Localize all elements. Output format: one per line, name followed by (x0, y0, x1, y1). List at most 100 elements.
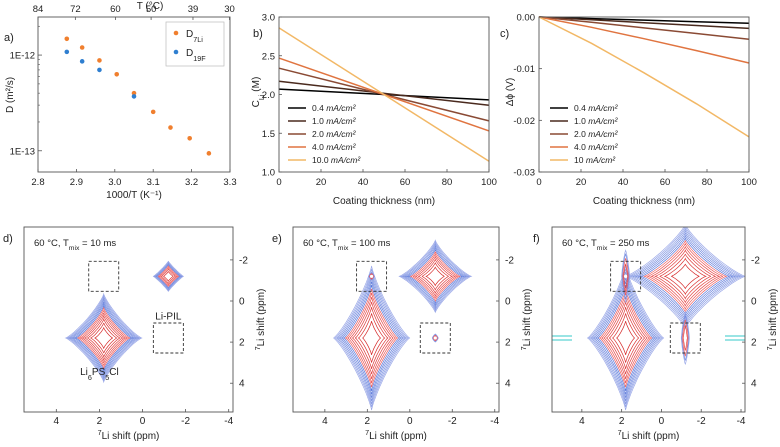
cross-peak (680, 310, 690, 366)
series-line (538, 16, 750, 40)
x-tick-label: 3.2 (185, 177, 198, 188)
x-tick-label: 0 (659, 416, 665, 427)
x-axis-label: Coating thickness (nm) (333, 196, 435, 207)
cross-peak (621, 249, 630, 304)
legend-marker (173, 30, 179, 36)
y-tick-label: 0 (505, 297, 511, 308)
diagonal-peak (399, 241, 471, 312)
panel-c-frame (538, 16, 750, 173)
y-axis-label: 7Li shift (ppm) (519, 289, 534, 351)
cross-peak (369, 273, 374, 280)
x-tick-label: -4 (224, 416, 233, 427)
cross-peak-box (152, 322, 184, 354)
diagonal-peak-center (166, 274, 170, 278)
legend-marker (173, 49, 179, 55)
diagonal-peak (601, 292, 651, 384)
x-tick-label: 2 (365, 416, 371, 427)
x-tick-label: 20 (576, 177, 587, 188)
cross-peak (432, 334, 438, 342)
diagonal-peak (671, 263, 700, 290)
x-axis-label: Coating thickness (nm) (593, 196, 695, 207)
panel-e-plot-area (333, 239, 473, 411)
series-line (278, 27, 490, 162)
diagonal-peak (599, 288, 653, 388)
cross-peak (682, 319, 689, 357)
panel-f-plot-area (552, 227, 745, 411)
diagonal-peak (339, 278, 404, 398)
li-data-point (114, 71, 120, 77)
legend-label: D7Li (186, 29, 203, 44)
cross-peak-center (369, 274, 374, 278)
cross-peak-center (683, 336, 687, 340)
cross-peak-center (433, 336, 437, 340)
y-tick-label: 1.5 (262, 129, 275, 140)
diagonal-peak (398, 239, 473, 314)
diagonal-peak (590, 271, 662, 405)
f-data-point (97, 67, 102, 73)
diagonal-peak (595, 281, 656, 395)
diagonal-peak (631, 229, 740, 323)
panel-e-frame (292, 226, 500, 413)
diagonal-peak (588, 268, 663, 408)
series-line (538, 16, 750, 24)
x-tick-label: 2 (619, 416, 625, 427)
y-tick-label: 1E-13 (10, 146, 35, 157)
x-axis-label: 7Li shift (ppm) (98, 428, 160, 443)
diagonal-peak (341, 281, 403, 395)
diagonal-peak (78, 310, 128, 366)
y-axis-label: 7Li shift (ppm) (253, 289, 268, 351)
li-data-point (97, 58, 102, 63)
diagonal-peak (153, 261, 184, 291)
diagonal-peak (605, 301, 646, 375)
diagonal-peak (593, 278, 658, 398)
li-data-point (64, 36, 70, 42)
cross-peak-box (610, 260, 642, 292)
y-tick-label: 4 (505, 379, 511, 390)
x-tick-label: 0 (536, 177, 541, 188)
diagonal-peak (66, 294, 142, 382)
x-tick-label: 2 (97, 416, 103, 427)
x-tick-label: -2 (181, 416, 190, 427)
x-tick-label: 2.9 (70, 177, 83, 188)
legend-label: 2.0 mA/cm² (312, 129, 357, 139)
legend-label: D19F (186, 48, 206, 63)
y-tick-label: 0.00 (517, 13, 536, 24)
diagonal-peak (586, 265, 665, 411)
x-tick-label: 0 (140, 416, 146, 427)
li-data-point (131, 90, 137, 96)
legend-label: 4.0 mA/cm² (312, 142, 357, 152)
diagonal-peak (637, 234, 734, 319)
diagonal-peak (157, 265, 180, 287)
diagonal-peak (349, 297, 394, 379)
diagonal-peak (334, 268, 409, 408)
cross-peak (368, 271, 376, 281)
diagonal-peak (333, 265, 411, 411)
y-tick-label: 4 (751, 379, 757, 390)
diagonal-peak (86, 317, 121, 359)
y-tick-label: 3.0 (262, 13, 275, 24)
diagonal-peak (412, 252, 459, 299)
diagonal-peak (163, 271, 174, 282)
cross-peak-center (624, 274, 628, 278)
diagonal-peak (643, 239, 728, 314)
x-tick-label: 60 (660, 177, 671, 188)
x-tick-label: 3.3 (223, 177, 236, 188)
panel-label-a: a) (4, 32, 14, 44)
legend-label: 2.0 mA/cm² (574, 129, 619, 139)
f-data-point (79, 59, 85, 64)
top-tick-label: 72 (70, 4, 81, 15)
cross-peak-box (669, 322, 701, 354)
diagonal-peak-center (683, 274, 687, 278)
diagonal-peak (421, 262, 449, 291)
x-tick-label: 80 (442, 177, 453, 188)
diagonal-peak (156, 264, 181, 289)
legend-label: 1.0 mA/cm² (574, 116, 619, 126)
diagonal-peak (83, 314, 124, 362)
diagonal-peak (67, 296, 140, 380)
y-tick-label: 0 (239, 297, 245, 308)
x-tick-label: 2.8 (31, 177, 44, 188)
panel-b-frame (278, 16, 490, 173)
top-tick-label: 39 (188, 4, 199, 15)
x-tick-label: 4 (54, 416, 60, 427)
panel-label-e: e) (272, 233, 282, 245)
